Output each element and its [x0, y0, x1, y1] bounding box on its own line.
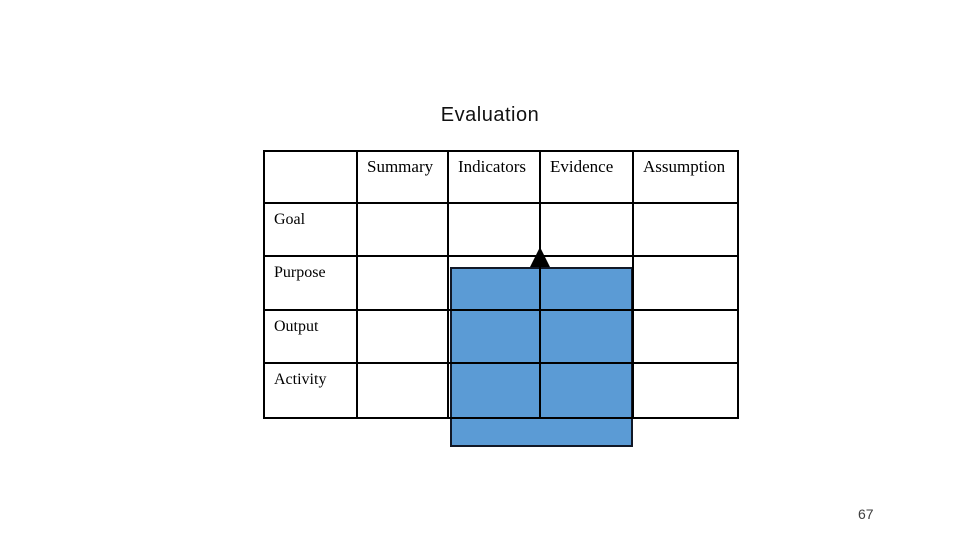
up-arrow-icon: [530, 247, 550, 267]
cell-purpose-indicators: [447, 255, 541, 311]
logframe-table: Summary Indicators Evidence Assumption G…: [263, 150, 739, 419]
cell-goal-summary: [356, 202, 449, 257]
cell-activity-assumption: [632, 362, 739, 419]
cell-activity-summary: [356, 362, 449, 419]
row-header-goal: Goal: [263, 202, 358, 257]
cell-output-summary: [356, 309, 449, 364]
cell-activity-evidence: [539, 362, 634, 419]
table-header-row: Summary Indicators Evidence Assumption: [263, 150, 739, 204]
column-header-evidence: Evidence: [539, 150, 634, 204]
cell-purpose-summary: [356, 255, 449, 311]
cell-output-indicators: [447, 309, 541, 364]
cell-output-assumption: [632, 309, 739, 364]
row-header-purpose: Purpose: [263, 255, 358, 311]
cell-goal-assumption: [632, 202, 739, 257]
column-header-summary: Summary: [356, 150, 449, 204]
column-header-assumption: Assumption: [632, 150, 739, 204]
table-row-activity: Activity: [263, 362, 739, 419]
slide-title: Evaluation: [440, 104, 540, 126]
table-row-output: Output: [263, 309, 739, 364]
table-row-purpose: Purpose: [263, 255, 739, 311]
cell-purpose-assumption: [632, 255, 739, 311]
cell-activity-indicators: [447, 362, 541, 419]
page-number: 67: [858, 506, 874, 522]
table-row-goal: Goal: [263, 202, 739, 257]
row-header-output: Output: [263, 309, 358, 364]
cell-output-evidence: [539, 309, 634, 364]
corner-cell: [263, 150, 358, 204]
cell-goal-evidence: [539, 202, 634, 257]
row-header-activity: Activity: [263, 362, 358, 419]
cell-purpose-evidence: [539, 255, 634, 311]
cell-goal-indicators: [447, 202, 541, 257]
column-header-indicators: Indicators: [447, 150, 541, 204]
